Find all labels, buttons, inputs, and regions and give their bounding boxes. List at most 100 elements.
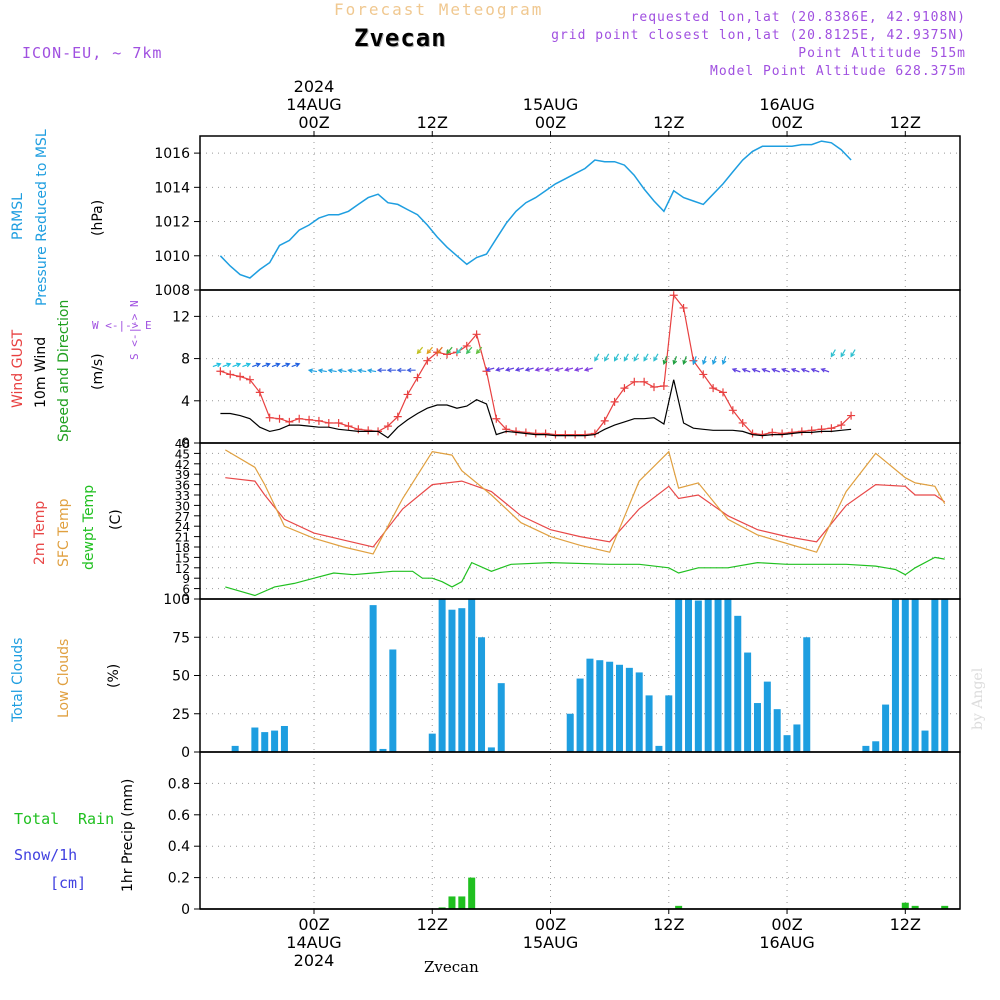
wind-gust-marker: [778, 429, 787, 438]
x-tick-label-top: 00Z: [298, 113, 329, 132]
wind-gust-marker: [807, 426, 816, 435]
x-tick-label-top: 12Z: [653, 113, 684, 132]
total-clouds-bar: [763, 681, 771, 752]
wind-gust-marker: [275, 414, 284, 423]
wind-direction-arrow: [623, 353, 629, 362]
wind-gust-marker: [709, 384, 718, 393]
model-point-altitude: Model Point Altitude 628.375m: [710, 64, 966, 79]
total-clouds-bar: [773, 709, 781, 752]
y-tick-label: 100: [163, 592, 190, 608]
wind-direction-arrow: [291, 362, 301, 368]
wind-gust-marker: [413, 373, 422, 382]
wind-direction-arrow: [761, 367, 771, 373]
wind-gust-marker: [403, 390, 412, 399]
wind-direction-arrow: [242, 362, 252, 368]
x-tick-label-bottom: 15AUG: [523, 933, 578, 952]
wind-direction-arrow: [252, 362, 261, 368]
wind-direction-arrow: [281, 362, 291, 368]
total-clouds-bar: [684, 599, 692, 752]
rain-bar: [911, 905, 919, 909]
y-tick-label: 1014: [154, 180, 190, 196]
wind-gust-marker: [245, 375, 254, 384]
x-tick-label-top: 2024: [294, 77, 335, 96]
wind-gust-marker: [837, 421, 846, 430]
wind-direction-arrow: [850, 349, 856, 358]
wind-gust-marker: [226, 370, 235, 379]
rain-bar: [468, 877, 476, 909]
x-tick-label-bottom: 2024: [294, 951, 335, 970]
wind-gust-marker: [265, 413, 274, 422]
y-tick-label: 1008: [154, 283, 190, 299]
chart-title: Forecast Meteogram: [334, 0, 544, 19]
wind-direction-arrow: [485, 366, 495, 372]
y-tick-label: 48: [175, 437, 190, 451]
temp-sfc-line: [224, 449, 946, 555]
total-clouds-bar: [428, 733, 436, 752]
wind-gust-marker: [649, 383, 658, 392]
pressure-line: [219, 140, 852, 279]
wind-direction-arrow: [337, 368, 347, 374]
wind-direction-arrow: [573, 366, 584, 372]
wind-gust-marker: [679, 303, 688, 312]
wind-direction-arrow: [604, 353, 610, 362]
y-tick-label: 25: [172, 707, 190, 723]
rain-label-total: Total: [14, 810, 60, 828]
total-clouds-bar: [625, 667, 633, 752]
total-clouds-bar: [261, 732, 269, 752]
wind-gust-marker: [738, 418, 747, 427]
wind-direction-arrow: [271, 362, 281, 368]
wind-gust-marker: [600, 416, 609, 425]
wind-direction-arrow: [702, 356, 707, 366]
y-tick-label: 15: [175, 551, 190, 565]
y-tick-label: 0.6: [168, 808, 190, 824]
total-clouds-bar: [793, 724, 801, 752]
total-clouds-bar: [231, 745, 239, 752]
y-tick-label: 6: [182, 583, 190, 597]
total-clouds-bar: [882, 704, 890, 752]
wind-direction-arrow: [317, 368, 327, 374]
wind-direction-arrow: [446, 346, 453, 355]
wind-direction-arrow: [436, 346, 443, 355]
total-clouds-bar: [389, 649, 397, 752]
total-clouds-bar: [616, 664, 624, 752]
rain-bar: [901, 902, 909, 909]
total-clouds-bar: [596, 660, 604, 752]
wind-gust-marker: [423, 356, 432, 365]
total-clouds-bar: [862, 745, 870, 752]
wind-direction-arrow: [396, 367, 406, 373]
closest-coords: grid point closest lon,lat (20.8125E, 42…: [551, 28, 966, 43]
total-clouds-bar: [566, 713, 574, 752]
rain-bar: [941, 905, 949, 909]
wind-direction-arrow: [327, 368, 337, 374]
model-name: ICON-EU, ~ 7km: [22, 44, 163, 62]
y-tick-label: 0.4: [168, 839, 190, 855]
point-altitude: Point Altitude 515m: [798, 46, 966, 61]
wind-gust-marker: [295, 414, 304, 423]
wind-gust-marker: [305, 415, 314, 424]
wind-direction-arrow: [820, 367, 830, 373]
wind-10m-line: [220, 379, 852, 439]
y-tick-label: 24: [175, 520, 190, 534]
rain-label-rain: Rain: [78, 810, 115, 828]
y-tick-label: 39: [175, 468, 190, 482]
data-layer: [200, 140, 960, 910]
wind-gust-marker: [492, 414, 501, 423]
wind-direction-arrow: [840, 349, 846, 358]
wind-gust-marker: [718, 388, 727, 397]
total-clouds-bar: [448, 609, 456, 752]
wind-gust-marker: [531, 429, 540, 438]
x-tick-label-bottom: 12Z: [653, 915, 684, 934]
wind-direction-arrow: [504, 366, 515, 372]
total-clouds-bar: [665, 695, 673, 752]
wind-direction-arrow: [534, 366, 544, 372]
wind-gust-marker: [541, 429, 550, 438]
y-tick-label: 50: [172, 669, 190, 685]
panel-frame: [199, 751, 961, 910]
rain-bar: [438, 907, 446, 909]
wind-direction-arrow: [514, 366, 524, 372]
total-clouds-bar: [586, 658, 594, 752]
wind-gust-marker: [216, 367, 225, 376]
x-tick-label-bottom: 16AUG: [759, 933, 814, 952]
x-tick-label-top: 15AUG: [523, 95, 578, 114]
wind-direction-arrow: [426, 346, 433, 355]
